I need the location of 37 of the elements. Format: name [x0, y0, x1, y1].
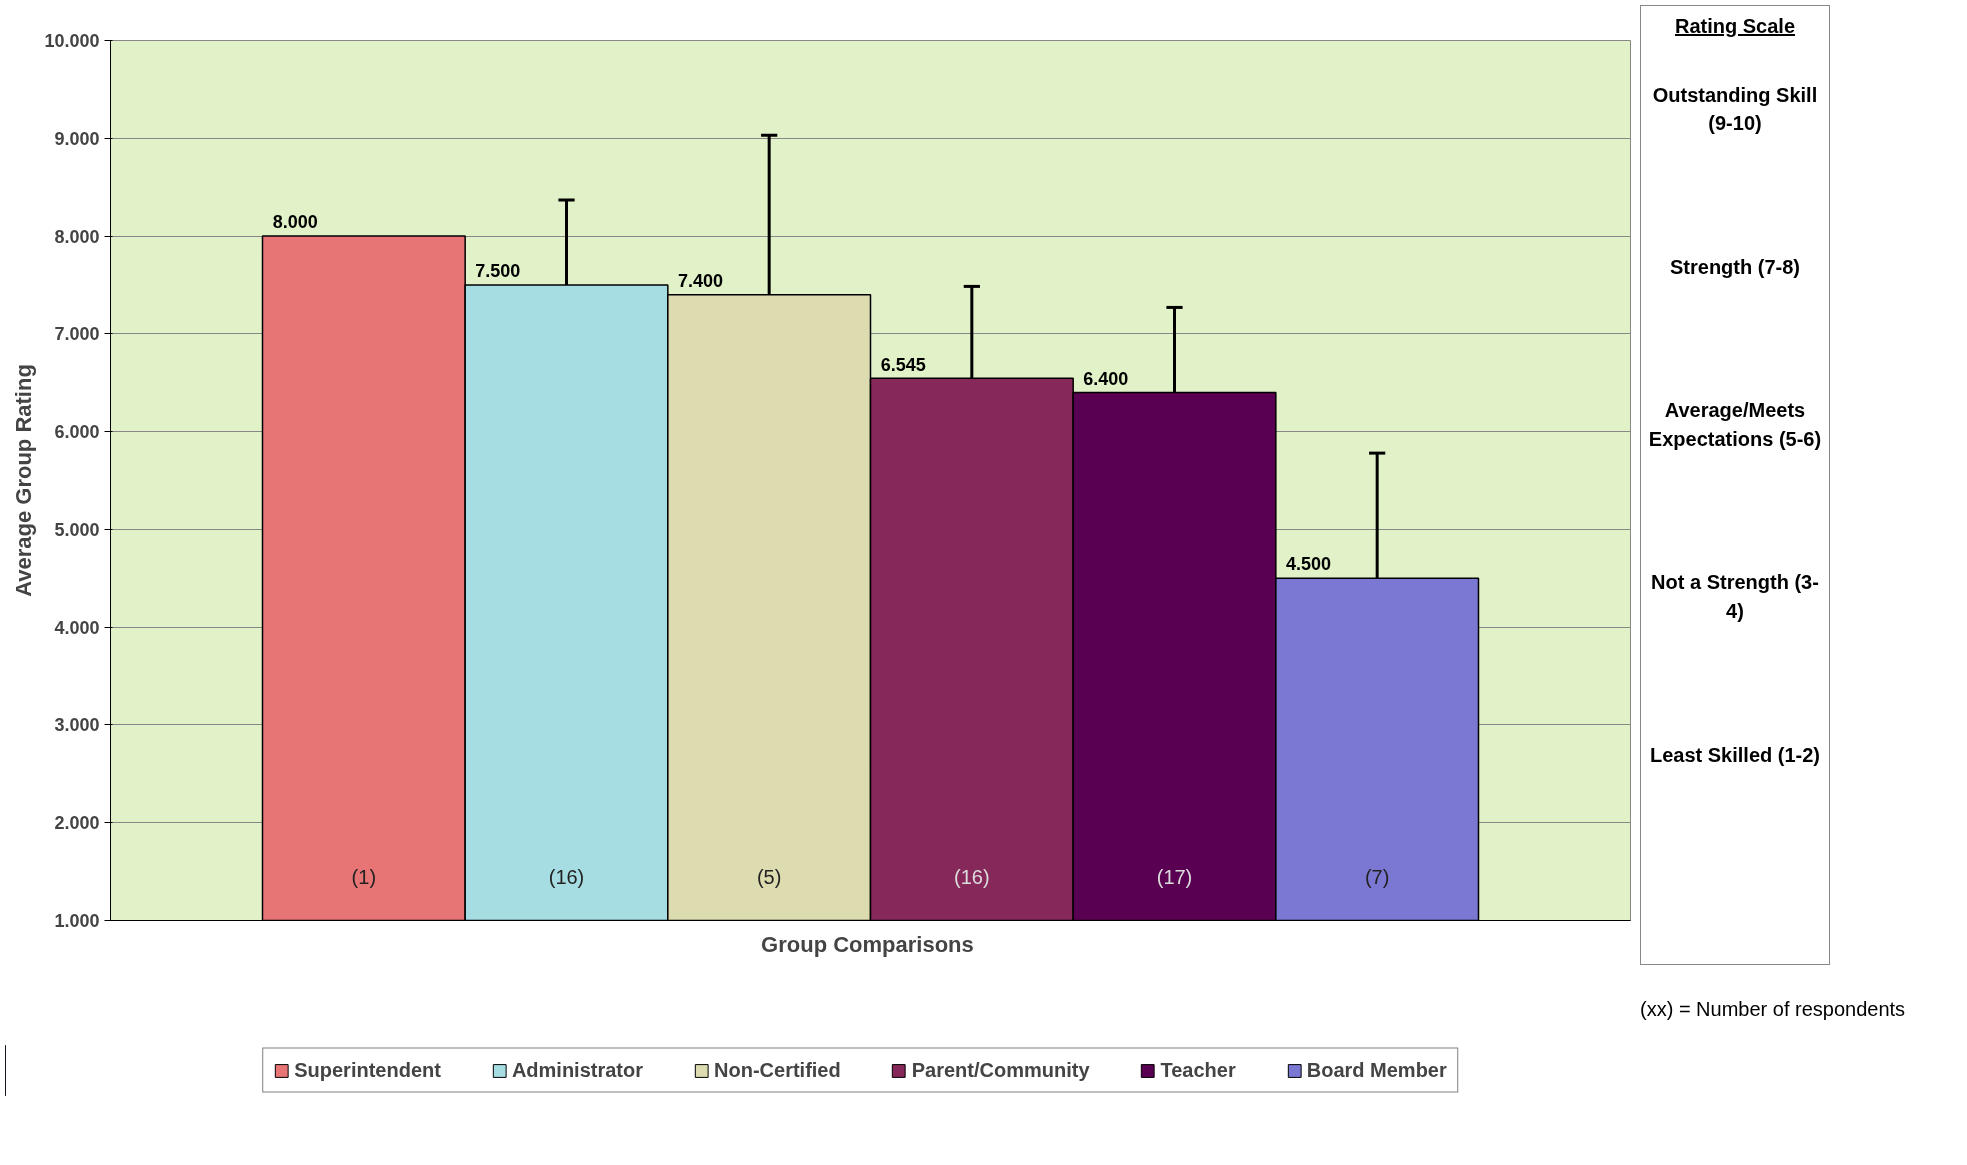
- x-axis-title: Group Comparisons: [761, 931, 974, 957]
- text: Not a Strength (3-4): [1650, 570, 1820, 624]
- legend-label: Non-Certified: [714, 1058, 841, 1082]
- y-tick-label: 3.000: [54, 715, 100, 736]
- data-label: 7.400: [677, 270, 724, 291]
- legend-label: Superintendent: [294, 1058, 441, 1082]
- y-tick-label: 10.000: [44, 31, 100, 51]
- annotation: (16): [548, 865, 585, 888]
- y-tick-label: 8.000: [54, 226, 100, 247]
- data-label: 4.500: [1285, 554, 1332, 575]
- y-tick-label: 7.000: [54, 324, 100, 345]
- y-tick-label: 6.000: [54, 422, 100, 443]
- legend-label: Administrator: [511, 1058, 644, 1082]
- data-label: 6.400: [1083, 368, 1129, 389]
- text: (xx) = Number of respondents: [1640, 997, 1906, 1022]
- y-axis-title: Average Group Rating: [11, 364, 37, 597]
- legend-label: Parent/Community: [911, 1058, 1090, 1082]
- data-label: 7.500: [475, 261, 521, 282]
- text: Strength (7-8): [1669, 254, 1801, 280]
- y-tick-label: 4.000: [54, 617, 100, 638]
- text: Least Skilled (1-2): [1648, 742, 1822, 768]
- y-tick-label: 2.000: [54, 813, 100, 834]
- text: Average/Meets Expectations (5-6): [1647, 398, 1823, 452]
- text: Rating Scale: [1673, 14, 1796, 39]
- annotation: (16): [954, 865, 990, 888]
- text: Outstanding Skill (9-10): [1651, 82, 1819, 137]
- data-label: 6.545: [880, 354, 926, 375]
- annotation: (7): [1364, 865, 1390, 888]
- legend-label: Board Member: [1306, 1058, 1447, 1082]
- y-tick-label: 5.000: [54, 519, 100, 540]
- y-tick-label: 9.000: [54, 128, 100, 149]
- legend-label: Teacher: [1160, 1058, 1236, 1082]
- annotation: (1): [351, 865, 377, 888]
- annotation: (5): [756, 865, 782, 888]
- annotation: (17): [1156, 865, 1193, 888]
- data-label: 8.000: [272, 212, 318, 233]
- y-tick-label: 1.000: [54, 911, 100, 931]
